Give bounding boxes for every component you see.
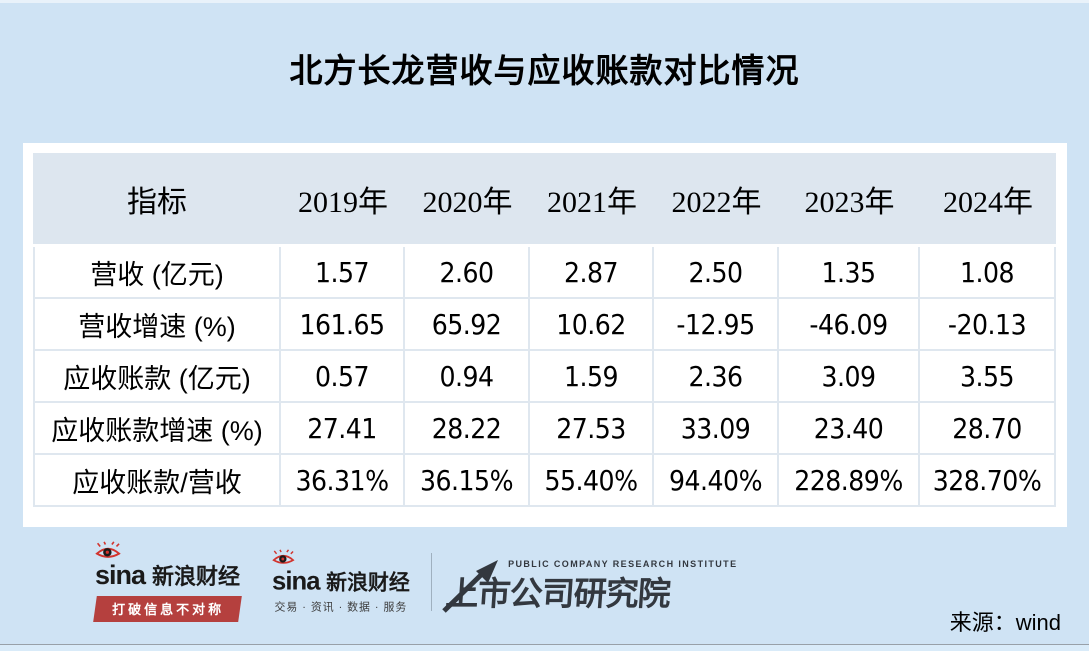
year-column-header: 2024年 (920, 153, 1056, 247)
sina-eye-icon (95, 540, 121, 561)
table-row: 营收 (亿元) 1.57 2.60 2.87 2.50 1.35 1.08 (33, 247, 1056, 299)
year-column-header: 2020年 (405, 153, 530, 247)
footer-logos: sina 新浪财经 打破信息不对称 sina 新浪财经 (93, 540, 736, 623)
value-cell: 228.89% (779, 455, 920, 507)
sina-finance-name: 新浪财经 (152, 563, 241, 589)
sina-slogan-banner: 打破信息不对称 (93, 595, 242, 622)
institute-chinese-name: 上市公司研究院 (444, 575, 672, 612)
year-column-header: 2022年 (654, 153, 779, 247)
table-row: 应收账款增速 (%) 27.41 28.22 27.53 33.09 23.40 28.70 (33, 403, 1056, 455)
page-title: 北方长龙营收与应收账款对比情况 (289, 52, 800, 89)
value-cell: 36.31% (281, 455, 405, 507)
institute-english-name: PUBLIC COMPANY RESEARCH INSTITUTE (508, 559, 738, 569)
year-column-header: 2021年 (530, 153, 654, 247)
value-cell: 28.70 (920, 403, 1056, 455)
sina-slogan-text: 打破信息不对称 (111, 601, 224, 617)
sina-eye-icon (272, 548, 295, 566)
financial-data-table: 指标 2019年 2020年 2021年 2022年 2023年 2024年 营收 (亿元)… (33, 153, 1056, 507)
value-cell: 2.87 (530, 247, 654, 299)
value-cell: 3.09 (779, 351, 920, 403)
value-cell: 2.36 (654, 351, 779, 403)
value-cell: 328.70% (920, 455, 1056, 507)
value-cell: 65.92 (405, 299, 530, 351)
sina-finance-logo-primary: sina 新浪财经 打破信息不对称 (93, 540, 242, 622)
source-label: 来源：wind (949, 610, 1061, 635)
value-cell: 36.15% (405, 455, 530, 507)
table-body: 营收 (亿元) 1.57 2.60 2.87 2.50 1.35 1.08 营收增速 (%) 1… (33, 247, 1056, 507)
value-cell: 0.57 (281, 351, 405, 403)
value-cell: 33.09 (654, 403, 779, 455)
value-cell: 94.40% (654, 455, 779, 507)
sina-logo-row: sina 新浪财经 (272, 548, 410, 596)
value-cell: 2.50 (654, 247, 779, 299)
value-cell: 1.57 (281, 247, 405, 299)
indicator-column-header: 指标 (33, 153, 281, 247)
value-cell: 0.94 (405, 351, 530, 403)
sina-wordmark: sina (95, 559, 146, 590)
value-cell: 10.62 (530, 299, 654, 351)
sina-wordmark: sina (272, 566, 320, 595)
value-cell: 55.40% (530, 455, 654, 507)
table-card: 指标 2019年 2020年 2021年 2022年 2023年 2024年 营收 (亿元)… (23, 143, 1067, 527)
institute-logo: PUBLIC COMPANY RESEARCH INSTITUTE 上市公司研究… (442, 549, 736, 615)
value-cell: 161.65 (281, 299, 405, 351)
value-cell: -12.95 (654, 299, 779, 351)
sina-services-tagline: 交易 · 资讯 · 数据 · 服务 (274, 601, 408, 613)
bottom-strip (0, 645, 1089, 651)
year-column-header: 2019年 (281, 153, 405, 247)
table-row: 营收增速 (%) 161.65 65.92 10.62 -12.95 -46.09 -20.… (33, 299, 1056, 351)
value-cell: 2.60 (405, 247, 530, 299)
value-cell: 1.08 (920, 247, 1056, 299)
value-cell: -20.13 (920, 299, 1056, 351)
sina-finance-logo-secondary: sina 新浪财经 交易 · 资讯 · 数据 · 服务 (272, 548, 410, 614)
table-row: 应收账款 (亿元) 0.57 0.94 1.59 2.36 3.09 3.55 (33, 351, 1056, 403)
value-cell: 27.41 (281, 403, 405, 455)
row-label: 应收账款 (亿元) (33, 351, 281, 403)
value-cell: 1.35 (779, 247, 920, 299)
row-label: 应收账款/营收 (33, 455, 281, 507)
footer-divider (431, 553, 433, 611)
value-cell: -46.09 (779, 299, 920, 351)
sina-logo-row: sina 新浪财经 (95, 540, 241, 591)
value-cell: 28.22 (405, 403, 530, 455)
year-column-header: 2023年 (779, 153, 920, 247)
value-cell: 3.55 (920, 351, 1056, 403)
value-cell: 27.53 (530, 403, 654, 455)
row-label: 应收账款增速 (%) (33, 403, 281, 455)
table-header-row: 指标 2019年 2020年 2021年 2022年 2023年 2024年 (33, 153, 1056, 247)
value-cell: 23.40 (779, 403, 920, 455)
top-strip (0, 0, 1089, 3)
sina-finance-name: 新浪财经 (326, 570, 410, 594)
bottom-divider-line (0, 644, 1089, 645)
row-label: 营收 (亿元) (33, 247, 281, 299)
value-cell: 1.59 (530, 351, 654, 403)
row-label: 营收增速 (%) (33, 299, 281, 351)
table-row: 应收账款/营收 36.31% 36.15% 55.40% 94.40% 228.89% 32… (33, 455, 1056, 507)
